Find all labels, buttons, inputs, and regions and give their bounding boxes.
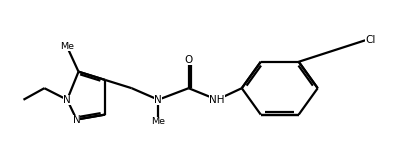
Text: N: N — [73, 115, 80, 125]
Text: N: N — [154, 95, 162, 105]
Text: N: N — [63, 95, 71, 105]
Text: Me: Me — [151, 117, 165, 126]
Text: NH: NH — [210, 95, 225, 105]
Text: Cl: Cl — [365, 35, 375, 45]
Text: Me: Me — [60, 42, 74, 51]
Text: O: O — [184, 55, 193, 65]
